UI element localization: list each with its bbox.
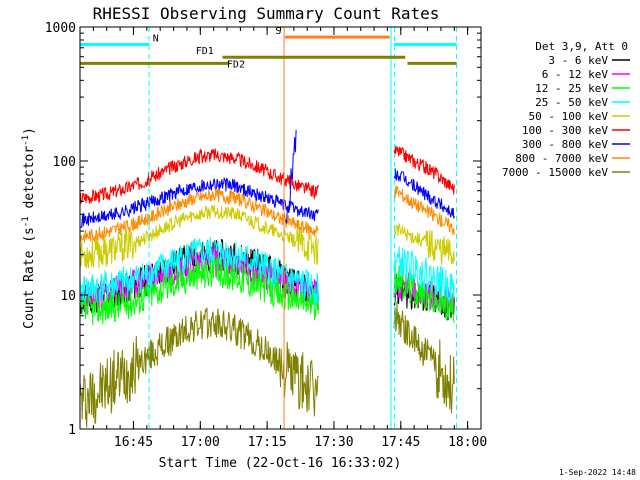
series-line-5-part-2 (393, 223, 455, 265)
chart-title: RHESSI Observing Summary Count Rates (93, 4, 440, 23)
legend-label-4: 25 - 50 keV (535, 96, 608, 109)
x-tick-label-3: 17:15 (248, 435, 287, 450)
x-axis-label: Start Time (22-Oct-16 16:33:02) (159, 456, 402, 471)
series-line-6-part-2 (393, 145, 455, 195)
series-layer (79, 129, 455, 428)
legend-label-3: 12 - 25 keV (535, 82, 608, 95)
x-tick-label-1: 16:45 (114, 435, 153, 450)
legend-label-5: 50 - 100 keV (529, 110, 609, 123)
y-axis: 1 10 100 1000 (45, 21, 481, 438)
legend-label-9: 7000 - 15000 keV (502, 166, 608, 179)
y-tick-label-1: 1 (68, 423, 76, 438)
flag-label-fd1: FD1 (196, 46, 214, 57)
legend-label-1: 3 - 6 keV (548, 54, 608, 67)
series-line-7-part-2 (393, 168, 455, 219)
series-line-4-part-1 (79, 236, 319, 305)
x-tick-label-4: 17:30 (314, 435, 353, 450)
x-tick-label-5: 17:45 (381, 435, 420, 450)
x-tick-label-2: 17:00 (181, 435, 220, 450)
series-line-6-part-1 (79, 148, 319, 205)
legend-header: Det 3,9, Att 0 (535, 40, 628, 53)
flag-label-fd2: FD2 (227, 59, 245, 70)
series-line-3-part-2 (393, 264, 455, 324)
series-line-3-part-1 (79, 255, 319, 326)
x-axis: 16:45 17:00 17:15 17:30 17:45 18:00 (79, 27, 487, 450)
footer-timestamp: 1-Sep-2022 14:48 (558, 468, 636, 477)
legend-label-7: 300 - 800 keV (522, 138, 608, 151)
series-line-8-part-2 (393, 185, 455, 235)
series-line-4-part-2 (393, 246, 455, 303)
y-axis-label: Count Rate (s-1 detector-1) (21, 127, 37, 329)
flare-spike (285, 129, 297, 224)
legend-label-8: 800 - 7000 keV (515, 152, 608, 165)
series-line-9-part-2 (393, 302, 455, 414)
series-line-8-part-1 (79, 186, 319, 243)
y-tick-label-3: 100 (53, 155, 76, 170)
legend-label-6: 100 - 300 keV (522, 124, 608, 137)
series-line-7-part-1 (79, 176, 319, 228)
y-tick-label-2: 10 (60, 289, 76, 304)
legend-label-2: 6 - 12 keV (542, 68, 609, 81)
flag-label-n: N (153, 34, 159, 45)
series-line-9-part-1 (79, 307, 319, 428)
y-tick-label-4: 1000 (45, 21, 76, 36)
flags-layer: N S FD1 FD2 (80, 26, 457, 70)
flag-label-s: S (275, 26, 281, 37)
series-line-5-part-1 (79, 204, 319, 271)
x-tick-label-6: 18:00 (448, 435, 487, 450)
